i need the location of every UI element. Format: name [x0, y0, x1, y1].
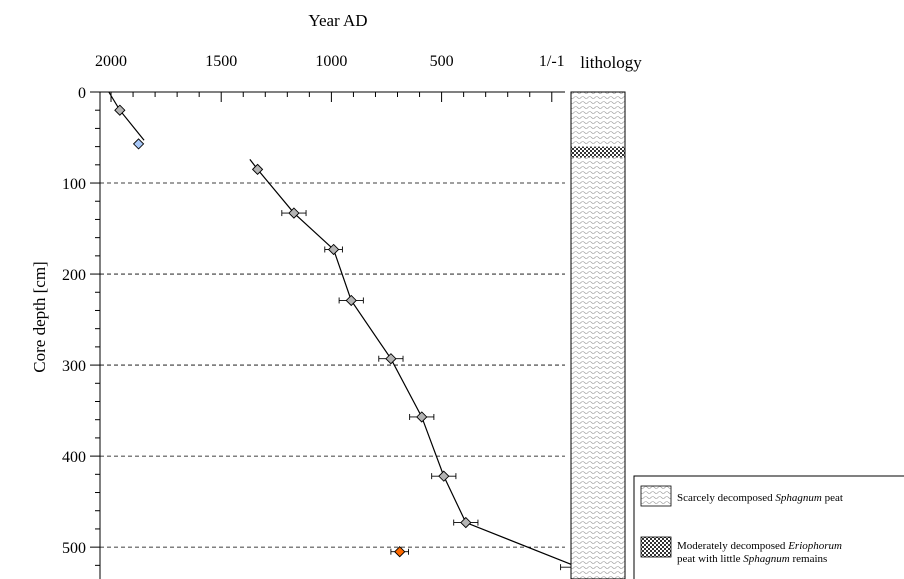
data-point-marker [438, 470, 450, 482]
data-point-marker [251, 163, 264, 176]
legend-label-2-line2: peat with little Sphagnum remains [677, 553, 827, 565]
data-point-marker [345, 294, 357, 307]
y-axis-title: Core depth [cm] [30, 261, 49, 372]
age-depth-line [108, 91, 579, 568]
x-tick-label: 2000 [95, 53, 127, 70]
y-tick-label: 400 [62, 449, 86, 466]
legend-swatch-checker [640, 536, 672, 558]
y-tick-label: 500 [62, 540, 86, 557]
data-point-marker [394, 546, 406, 558]
legend-label-2: Moderately decomposed Eriophorum [677, 540, 842, 552]
lithology-frame [570, 91, 626, 579]
data-point-marker [385, 353, 397, 365]
data-points [114, 104, 597, 573]
lithology-layer-wavy [571, 157, 625, 579]
lithology-layer-wavy [571, 92, 625, 147]
legend-label-1: Scarcely decomposed Sphagnum peat [677, 492, 843, 504]
data-point-marker [416, 411, 428, 423]
x-axis-title: Year AD [308, 11, 367, 30]
y-tick-label: 100 [62, 176, 86, 193]
x-tick-label: 1/-1 [539, 53, 565, 70]
y-tick-label: 200 [62, 267, 86, 284]
gridlines [100, 182, 565, 548]
data-point-marker [288, 207, 300, 219]
x-tick-label: 1500 [205, 53, 237, 70]
lithology-layer-checker [571, 146, 625, 158]
data-point-marker [327, 243, 340, 256]
axes [99, 91, 565, 579]
legend-box [633, 475, 904, 579]
data-point-marker [460, 516, 472, 529]
y-ticks: 0 100 200 300 400 500 [62, 85, 100, 566]
lithology-header: lithology [580, 53, 642, 72]
legend-swatch-wavy [640, 485, 672, 507]
x-ticks: 2000 1500 1000 500 1/-1 [95, 53, 565, 102]
y-tick-label: 0 [78, 85, 86, 102]
y-tick-label: 300 [62, 358, 86, 375]
data-point-marker [132, 138, 145, 150]
legend: Scarcely decomposed Sphagnum peat Modera… [633, 475, 904, 579]
x-tick-label: 1000 [315, 53, 347, 70]
lithology-column [570, 91, 626, 579]
data-point-marker [114, 104, 126, 116]
x-tick-label: 500 [430, 53, 454, 70]
